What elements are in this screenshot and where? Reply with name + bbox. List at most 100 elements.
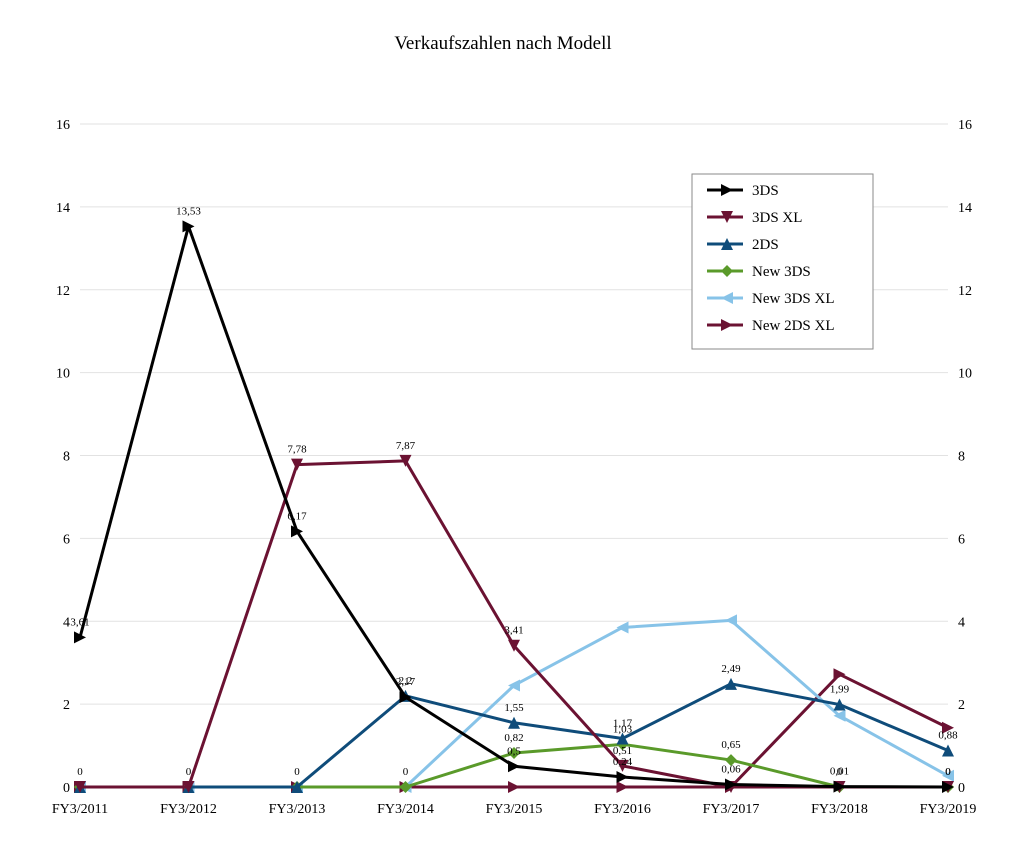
y-tick-label-left: 2 — [63, 698, 70, 713]
data-point-2ds — [508, 716, 520, 729]
data-point-new-3ds-xl — [725, 614, 737, 627]
data-label-2ds: 1,55 — [504, 702, 524, 714]
x-tick-label: FY3/2017 — [703, 802, 760, 817]
data-point-new-3ds-xl — [508, 679, 520, 692]
y-tick-label-left: 8 — [63, 450, 70, 465]
data-label-3ds: 2,17 — [396, 676, 416, 688]
data-label-3ds: 0 — [945, 766, 951, 778]
y-tick-label-left: 6 — [63, 532, 70, 547]
data-label-2ds: 1,99 — [830, 684, 850, 696]
data-point-3ds — [182, 220, 195, 233]
data-label-new-3ds: 0 — [403, 766, 409, 778]
data-point-2ds — [616, 732, 629, 745]
data-point-new-2ds-xl — [942, 721, 954, 734]
x-tick-label: FY3/2013 — [269, 802, 326, 817]
x-tick-label: FY3/2012 — [160, 802, 217, 817]
legend-marker-new-2ds-xl — [721, 319, 733, 331]
x-tick-label: FY3/2019 — [920, 802, 977, 817]
legend-label-3ds-xl: 3DS XL — [752, 210, 802, 226]
data-label-3ds: 0,01 — [830, 766, 849, 778]
data-label-3ds: 0,06 — [721, 764, 741, 776]
y-tick-label-left: 0 — [63, 781, 70, 796]
data-point-3ds-xl — [616, 759, 629, 772]
data-label-3ds-xl: 0 — [77, 766, 83, 778]
data-point-3ds-xl — [399, 454, 412, 467]
data-point-3ds — [399, 691, 412, 704]
data-label-2ds: 1,17 — [613, 718, 633, 730]
data-point-3ds — [508, 760, 520, 773]
data-point-new-3ds-xl — [616, 621, 629, 634]
data-point-new-3ds-xl — [942, 769, 954, 782]
data-point-2ds — [725, 677, 737, 690]
data-point-new-2ds-xl — [616, 781, 629, 793]
y-tick-label-right: 10 — [958, 367, 972, 382]
data-label-new-3ds: 0 — [945, 766, 951, 778]
legend-label-new-3ds: New 3DS — [752, 264, 811, 280]
data-point-3ds — [833, 780, 846, 793]
x-tick-label: FY3/2015 — [486, 802, 543, 817]
data-label-3ds: 13,53 — [176, 205, 201, 217]
series-line-new-2ds-xl — [80, 672, 949, 789]
y-tick-label-right: 2 — [958, 698, 965, 713]
y-tick-label-right: 0 — [958, 781, 965, 796]
data-point-3ds-xl — [508, 639, 520, 652]
legend-marker-3ds — [721, 184, 733, 196]
legend-label-new-3ds-xl: New 3DS XL — [752, 291, 835, 307]
y-tick-label-right: 6 — [958, 532, 965, 547]
legend-marker-new-3ds-xl — [721, 292, 733, 304]
data-label-new-3ds: 0 — [837, 766, 843, 778]
legend-marker-new-3ds — [721, 265, 733, 277]
y-tick-label-right: 8 — [958, 450, 965, 465]
y-tick-label-right: 16 — [958, 118, 972, 133]
data-point-2ds — [291, 781, 303, 793]
x-tick-label: FY3/2016 — [594, 802, 651, 817]
data-point-3ds — [291, 525, 303, 538]
data-label-3ds-xl: 0 — [186, 766, 192, 778]
data-point-2ds — [833, 698, 846, 711]
y-tick-label-left: 4 — [63, 615, 70, 630]
legend-label-2ds: 2DS — [752, 237, 779, 253]
data-point-new-2ds-xl — [508, 781, 520, 793]
data-point-3ds-xl — [182, 781, 195, 793]
legend-label-new-2ds-xl: New 2DS XL — [752, 318, 835, 334]
y-tick-label-left: 10 — [56, 367, 70, 382]
y-tick-label-left: 12 — [56, 284, 70, 299]
y-tick-label-right: 14 — [958, 201, 972, 216]
data-label-3ds: 0,5 — [507, 745, 521, 757]
data-label-3ds: 0,24 — [613, 756, 633, 768]
x-tick-label: FY3/2014 — [377, 802, 434, 817]
data-label-3ds-xl: 3,41 — [504, 625, 523, 637]
y-tick-label-left: 14 — [56, 201, 70, 216]
data-point-new-3ds — [399, 781, 412, 793]
data-label-2ds: 0,88 — [938, 730, 958, 742]
data-point-new-2ds-xl — [833, 668, 846, 681]
data-point-3ds-xl — [291, 458, 303, 471]
data-label-new-3ds: 1,03 — [613, 723, 633, 735]
data-label-3ds-xl: 7,78 — [287, 444, 307, 456]
data-label-3ds: 3,61 — [70, 616, 89, 628]
y-tick-label-right: 4 — [958, 615, 965, 630]
data-point-3ds — [942, 781, 954, 793]
data-point-3ds — [725, 778, 737, 791]
legend: 3DS 3DS XL 2DS New 3DS New 3DS XL New 2DS XL — [691, 173, 874, 350]
data-label-2ds: 2,49 — [721, 663, 741, 675]
y-tick-label-left: 16 — [56, 118, 70, 133]
data-label-3ds-xl: 0,51 — [613, 745, 632, 757]
data-point-3ds-xl — [74, 781, 86, 793]
chart-title: Verkaufszahlen nach Modell — [394, 33, 611, 54]
data-label-new-3ds: 0,82 — [504, 732, 523, 744]
x-tick-label: FY3/2011 — [52, 802, 108, 817]
data-point-3ds — [616, 771, 629, 784]
data-point-new-3ds — [725, 754, 737, 767]
x-tick-label: FY3/2018 — [811, 802, 868, 817]
data-label-2ds: 2,2 — [399, 675, 413, 687]
legend-marker-3ds-xl — [721, 211, 733, 223]
data-label-3ds: 6,17 — [287, 510, 307, 522]
y-tick-label-right: 12 — [958, 284, 972, 299]
data-point-new-3ds — [508, 747, 520, 760]
legend-label-3ds: 3DS — [752, 183, 779, 199]
data-label-new-3ds: 0,65 — [721, 739, 741, 751]
legend-marker-2ds — [721, 238, 733, 250]
